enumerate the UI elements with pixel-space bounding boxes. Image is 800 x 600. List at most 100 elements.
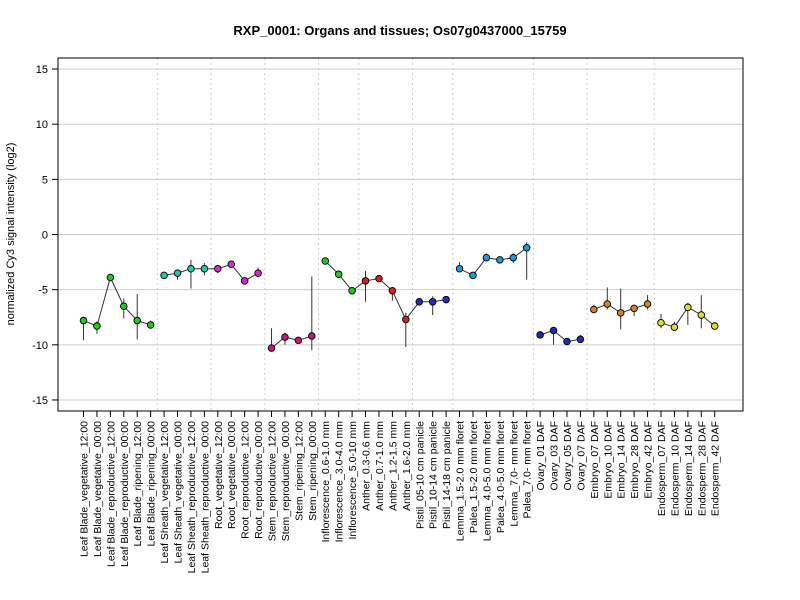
data-point — [643, 300, 652, 308]
data-point — [200, 264, 209, 273]
x-tick-label: Pistil_14-18 cm panicle — [441, 421, 453, 529]
data-point — [267, 344, 276, 352]
data-point — [428, 298, 437, 306]
y-axis: -15 -10 -5 0 5 10 15 — [32, 64, 58, 407]
data-point — [549, 326, 558, 335]
x-tick-label: Root_vegetative_00:00 — [226, 421, 238, 529]
series-line — [324, 260, 447, 321]
x-tick-label: Inflorescence_5.0-10 mm — [347, 421, 359, 540]
data-point — [576, 335, 585, 344]
x-tick-label: Endosperm_10 DAF — [669, 421, 681, 516]
y-tick-label: -5 — [38, 285, 48, 297]
y-axis-label: normalized Cy3 signal intensity (log2) — [5, 143, 17, 326]
error-bars — [83, 242, 716, 351]
x-tick-label: Stem_reproductive_00:00 — [280, 421, 292, 541]
x-axis: Leaf Blade_vegetative_12:00 Leaf Blade_ve… — [79, 411, 722, 573]
data-point — [120, 302, 128, 310]
y-tick-label: 10 — [36, 119, 48, 131]
x-tick-label: Root_reproductive_00:00 — [253, 421, 265, 539]
series-line — [459, 247, 527, 276]
x-tick-label: Leaf Sheath_vegetative_00:00 — [173, 421, 185, 564]
x-tick-label: Endosperm_07 DAF — [656, 421, 668, 516]
data-point — [321, 257, 329, 265]
data-point — [710, 322, 719, 330]
data-point — [522, 243, 531, 252]
x-tick-label: Lemma_1.5-2.0 mm floret — [455, 421, 467, 541]
data-point — [496, 256, 504, 264]
data-point — [281, 333, 289, 341]
x-tick-label: Stem_reproductive_12:00 — [267, 421, 279, 541]
x-tick-label: Palea_1.5-2.0 mm floret — [468, 421, 480, 533]
x-tick-label: Leaf Sheath_reproductive_12:00 — [186, 421, 198, 574]
x-tick-label: Root_vegetative_12:00 — [213, 421, 225, 529]
data-point — [630, 304, 638, 313]
x-tick-label: Anther_1.2-1.5 mm — [387, 421, 399, 511]
data-point — [375, 274, 383, 283]
x-tick-label: Pistil_05-10 cm panicle — [414, 421, 426, 529]
x-tick-label: Ovary_07 DAF — [575, 421, 587, 490]
x-tick-label: Ovary_05 DAF — [562, 421, 574, 490]
series-lines — [83, 247, 716, 349]
x-tick-label: Pistil_10-14 cm panicle — [428, 421, 440, 529]
x-tick-label: Leaf Blade_ripening_00:00 — [146, 421, 158, 547]
data-point — [294, 336, 303, 345]
x-tick-label: Leaf Blade_vegetative_12:00 — [79, 421, 91, 557]
data-point — [160, 271, 168, 280]
x-tick-label: Leaf Blade_reproductive_12:00 — [105, 421, 117, 567]
data-point — [469, 271, 477, 280]
data-point — [227, 260, 235, 269]
data-point — [187, 264, 195, 273]
series-line — [83, 276, 151, 327]
data-point — [697, 311, 706, 319]
data-point — [334, 270, 343, 278]
x-tick-label: Inflorescence_0.6-1.0 mm — [320, 421, 332, 543]
data-point — [657, 319, 665, 327]
data-point — [348, 287, 356, 295]
y-tick-label: 0 — [42, 230, 48, 242]
x-tick-label: Endosperm_42 DAF — [710, 421, 722, 516]
y-tick-label: -15 — [32, 395, 48, 407]
data-point — [308, 332, 316, 340]
data-point — [482, 253, 491, 262]
data-point — [563, 337, 571, 346]
data-point — [133, 316, 141, 325]
data-point — [603, 300, 612, 308]
data-point — [146, 321, 155, 329]
data-point — [79, 316, 88, 325]
x-tick-label: Stem_ripening_00:00 — [307, 421, 319, 521]
y-tick-label: 5 — [42, 174, 48, 186]
data-point — [214, 264, 222, 273]
x-tick-label: Embryo_07 DAF — [589, 421, 601, 499]
data-points — [79, 243, 719, 352]
series-line — [271, 335, 312, 349]
x-tick-label: Endosperm_28 DAF — [696, 421, 708, 516]
x-tick-label: Leaf Blade_vegetative_00:00 — [92, 421, 104, 557]
x-tick-label: Ovary_03 DAF — [549, 421, 561, 490]
data-point — [361, 277, 370, 285]
data-point — [442, 295, 450, 304]
data-point — [173, 269, 182, 277]
x-tick-label: Leaf Blade_reproductive_00:00 — [119, 421, 131, 567]
data-point — [509, 253, 518, 262]
series-line — [539, 329, 581, 343]
data-point — [240, 277, 249, 285]
x-tick-label: Stem_ripening_12:00 — [293, 421, 305, 521]
x-tick-label: Ovary_01 DAF — [535, 421, 547, 490]
y-tick-label: 15 — [36, 64, 48, 76]
y-tick-label: -10 — [32, 340, 48, 352]
data-point — [455, 264, 464, 273]
data-point — [415, 298, 424, 306]
data-point — [670, 323, 679, 331]
data-point — [93, 322, 101, 330]
x-tick-label: Inflorescence_3.0-4.0 mm — [334, 421, 346, 543]
x-tick-label: Anther_0.3-0.6 mm — [361, 421, 373, 511]
x-tick-label: Leaf Sheath_reproductive_00:00 — [199, 421, 211, 574]
x-tick-label: Embryo_42 DAF — [643, 421, 655, 499]
x-tick-label: Embryo_10 DAF — [602, 421, 614, 499]
x-tick-label: Root_reproductive_12:00 — [240, 421, 252, 539]
data-point — [106, 273, 115, 282]
x-tick-label: Embryo_28 DAF — [629, 421, 641, 499]
x-tick-label: Leaf Sheath_vegetative_12:00 — [159, 421, 171, 564]
x-tick-label: Anther_0.7-1.0 mm — [374, 421, 386, 511]
